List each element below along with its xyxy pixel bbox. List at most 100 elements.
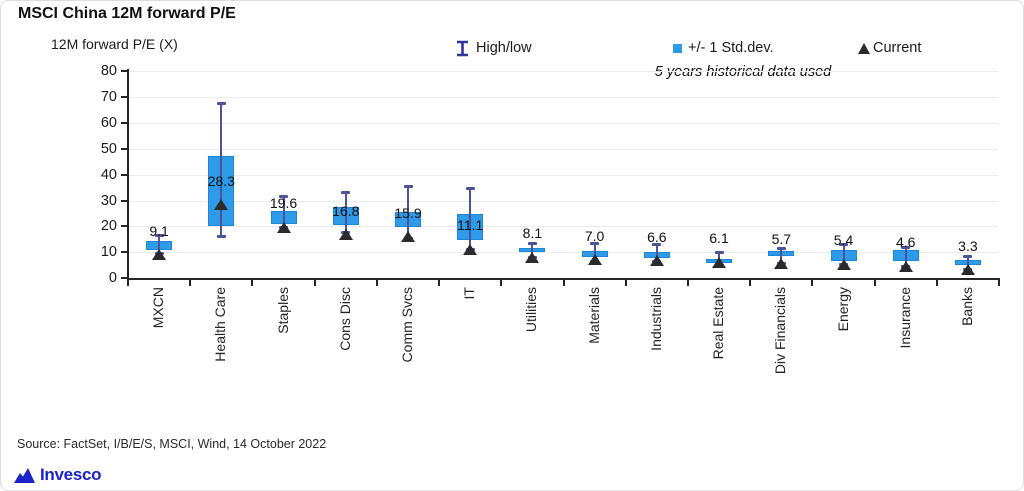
x-axis-label: Comm Svcs (399, 287, 415, 363)
highlow-whisker (531, 243, 534, 258)
x-tick (998, 280, 1000, 286)
invesco-mountain-icon (14, 467, 35, 483)
legend-highlow-label: High/low (476, 40, 532, 56)
y-tick (121, 199, 127, 202)
x-axis-label: Materials (585, 287, 602, 344)
y-tick-label: 40 (100, 166, 117, 183)
highlow-whisker (282, 196, 285, 228)
legend-current-label: Current (873, 40, 922, 56)
value-label: 6.6 (647, 228, 667, 245)
whisker-cap-high (403, 184, 413, 188)
legend-item-highlow: High/low (455, 38, 532, 58)
value-label: 15.9 (394, 204, 422, 221)
current-marker (898, 260, 913, 272)
value-label: 28.3 (207, 172, 235, 189)
y-tick-label: 0 (108, 270, 117, 286)
x-tick (811, 280, 814, 286)
value-label: 8.1 (522, 225, 543, 242)
y-axis-title: 12M forward P/E (X) (51, 36, 178, 52)
current-marker (649, 255, 664, 267)
x-axis-label: Div Financials (772, 287, 789, 375)
legend-stddev-label: +/- 1 Std.dev. (688, 40, 774, 56)
current-marker (152, 249, 167, 260)
x-axis-label: IT (461, 287, 478, 300)
value-label: 3.3 (958, 237, 978, 254)
gridline (127, 71, 998, 73)
x-axis-label: Cons Disc (336, 287, 353, 351)
whisker-cap-high (216, 102, 226, 106)
value-label: 7.0 (584, 227, 605, 244)
whisker-cap-high (776, 246, 786, 250)
current-marker (276, 221, 291, 233)
x-tick (500, 280, 503, 286)
highlow-whisker (780, 248, 783, 264)
current-marker (587, 254, 602, 266)
y-tick-label: 80 (100, 63, 117, 80)
current-marker (401, 231, 415, 243)
x-tick (375, 280, 378, 286)
x-tick (624, 280, 627, 286)
highlow-whisker (158, 235, 161, 254)
x-axis-label: Real Estate (710, 287, 726, 360)
x-tick (562, 280, 565, 286)
whisker-cap-high (279, 195, 288, 199)
y-tick (121, 277, 127, 279)
x-axis-label: Energy (834, 287, 851, 332)
whisker-cap-low (216, 235, 226, 239)
highlow-whisker (469, 188, 472, 250)
current-marker (712, 256, 726, 268)
current-marker (338, 229, 353, 241)
x-axis-label: Utilities (523, 287, 540, 333)
x-tick (313, 280, 316, 286)
value-label: 19.6 (269, 195, 298, 212)
y-tick (121, 122, 127, 124)
whisker-cap-high (341, 191, 351, 195)
y-tick (121, 96, 127, 99)
y-tick-label: 50 (100, 140, 117, 157)
x-axis-label: Staples (274, 287, 291, 334)
value-label: 6.1 (709, 230, 729, 247)
value-label: 4.6 (895, 234, 916, 251)
highlow-whisker (344, 192, 347, 233)
whisker-cap-high (714, 251, 724, 255)
value-label: 16.8 (332, 202, 360, 219)
y-tick-label: 10 (100, 244, 117, 261)
whisker-cap-high (590, 242, 600, 246)
stddev-square-icon (673, 43, 682, 53)
x-tick (189, 280, 192, 286)
y-tick-label: 30 (100, 192, 117, 209)
highlow-whisker (220, 103, 223, 237)
whisker-cap-high (527, 242, 537, 246)
value-label: 5.7 (771, 231, 792, 248)
invesco-logo-text: Invesco (40, 465, 102, 484)
x-tick (686, 280, 689, 286)
gridline (127, 200, 998, 202)
x-tick (749, 280, 752, 286)
legend-item-stddev: +/- 1 Std.dev. (673, 38, 774, 58)
gridline (127, 148, 998, 150)
y-tick-label: 70 (100, 89, 117, 106)
source-text: Source: FactSet, I/B/E/S, MSCI, Wind, 14… (17, 437, 327, 451)
highlow-whisker (904, 247, 907, 267)
whisker-cap-high (839, 243, 848, 247)
y-tick (121, 251, 127, 254)
gridline (127, 97, 998, 99)
value-label: 11.1 (457, 217, 484, 234)
current-marker (774, 257, 789, 269)
highlow-whisker (407, 186, 409, 238)
whisker-cap-high (154, 233, 164, 237)
current-marker (463, 243, 478, 255)
y-axis-line (127, 69, 129, 280)
x-tick (127, 280, 129, 286)
x-axis-label: Industrials (647, 287, 664, 351)
x-axis-label: Health Care (212, 287, 229, 362)
whisker-cap-high (901, 245, 911, 249)
x-tick (873, 280, 876, 286)
x-axis-line (127, 278, 1000, 280)
gridline (127, 252, 998, 254)
whisker-cap-high (963, 254, 973, 258)
highlow-icon (457, 40, 468, 56)
x-tick (935, 280, 938, 286)
